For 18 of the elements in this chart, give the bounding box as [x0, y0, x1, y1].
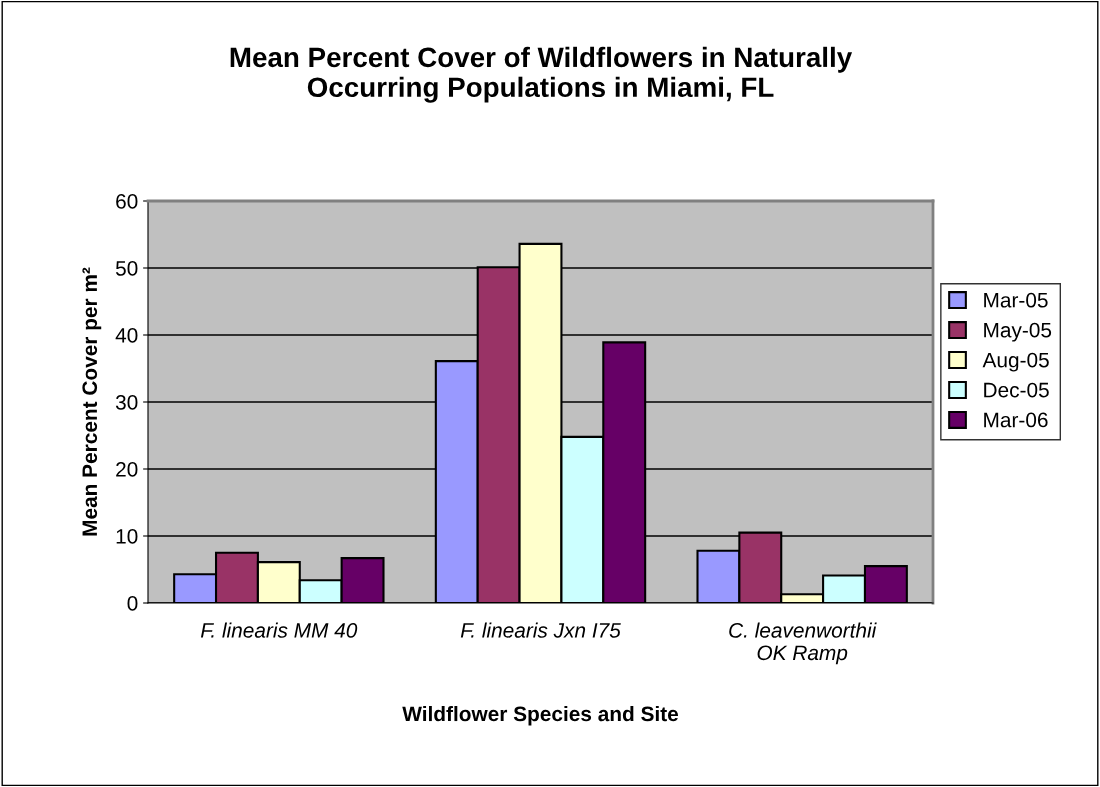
y-axis-title: Mean Percent Cover per m² — [82, 267, 102, 536]
x-tick-label: C. leavenworthii OK Ramp — [729, 622, 877, 665]
legend-label: Dec-05 — [984, 382, 1049, 398]
x-axis-title: Wildflower Species and Site — [402, 705, 679, 726]
y-tick-label: 10 — [116, 529, 138, 544]
x-tick-label: F. linearis Jxn I75 — [460, 622, 621, 638]
y-tick-label: 20 — [116, 462, 138, 477]
chart-title: Mean Percent Cover of Wildflowers in Naturally Occurring Populations in Miami, FL — [230, 46, 853, 103]
legend-label: Aug-05 — [982, 352, 1049, 372]
y-tick-label: 0 — [127, 596, 138, 611]
y-tick-label: 60 — [116, 194, 138, 209]
y-tick-label: 30 — [115, 395, 138, 410]
y-tick-label: 50 — [115, 261, 138, 276]
y-tick-label: 40 — [115, 328, 138, 343]
legend-label: Mar-06 — [984, 412, 1048, 428]
legend-label: Mar-05 — [984, 292, 1048, 308]
x-tick-label: F. linearis MM 40 — [200, 622, 358, 638]
legend-label: May-05 — [984, 322, 1052, 342]
